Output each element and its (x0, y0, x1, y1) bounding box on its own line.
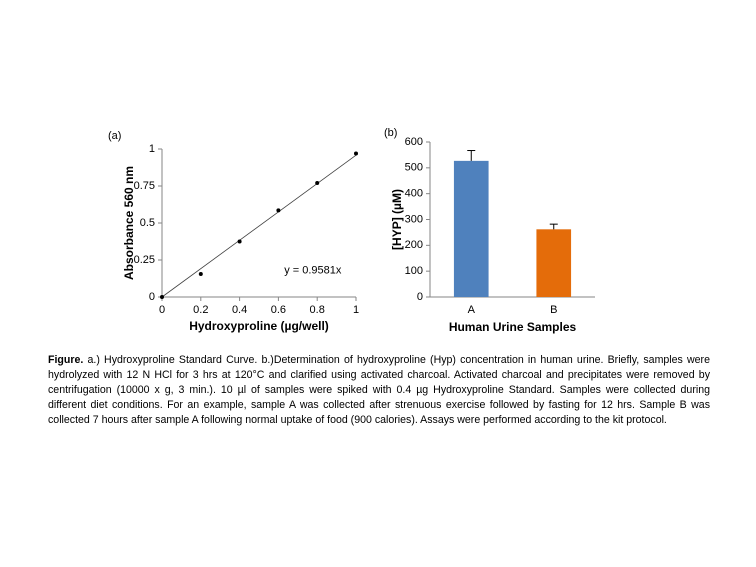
y-tick-label: 300 (405, 213, 423, 225)
y-tick-label: 600 (405, 136, 423, 148)
bar (453, 160, 489, 297)
y-axis-title: Absorbance 560 nm (122, 166, 136, 280)
y-tick-label: 200 (405, 239, 423, 251)
y-tick-label: 0.5 (140, 217, 155, 229)
y-tick-label: 0 (149, 291, 155, 303)
data-point (160, 295, 164, 299)
x-axis-title: Hydroxyproline (µg/well) (189, 319, 329, 333)
x-tick-label: 0 (159, 304, 165, 316)
trendline-label: y = 0.9581x (284, 264, 342, 276)
bar (536, 229, 572, 297)
data-point (315, 181, 320, 186)
data-point (198, 272, 203, 277)
caption-text: a.) Hydroxyproline Standard Curve. b.)De… (48, 354, 710, 426)
figure: (a) Absorbance 560 nm Hydroxyproline (µg/w… (108, 127, 595, 334)
data-point (276, 208, 281, 213)
x-tick-label: 0.8 (310, 304, 325, 316)
x-tick-label: 1 (353, 304, 359, 316)
x-tick-label: 0.6 (271, 304, 286, 316)
y-tick-label: 400 (405, 188, 423, 200)
caption-label: Figure. (48, 354, 84, 366)
y-tick-label: 0.75 (134, 180, 155, 192)
caption: Figure. a.) Hydroxyproline Standard Curv… (48, 353, 710, 428)
y-tick-label: 500 (405, 162, 423, 174)
trendline (161, 154, 357, 298)
y-tick-label: 100 (405, 265, 423, 277)
y-axis-title: [HYP] (µM) (390, 189, 404, 250)
data-point (237, 239, 242, 244)
panel-label: (b) (384, 127, 397, 139)
y-tick-label: 0 (417, 291, 423, 303)
y-tick-label: 0.25 (134, 254, 155, 266)
y-tick-label: 1 (149, 143, 155, 155)
x-tick-label: A (468, 304, 476, 316)
x-tick-label: 0.4 (232, 304, 247, 316)
x-tick-label: B (550, 304, 557, 316)
data-point (354, 151, 358, 156)
x-axis-title: Human Urine Samples (449, 320, 577, 334)
x-tick-label: 0.2 (193, 304, 208, 316)
panel-label: (a) (108, 130, 121, 142)
